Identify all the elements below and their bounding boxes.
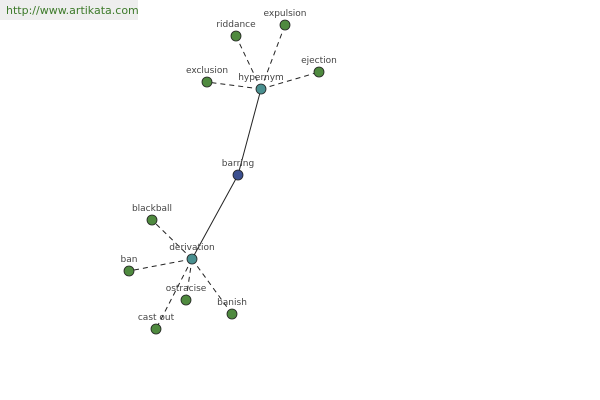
- node-label: cast out: [138, 313, 175, 323]
- edge: [260, 24, 286, 90]
- node: [186, 253, 198, 265]
- edge: [191, 258, 233, 315]
- node: [313, 66, 325, 78]
- node-label: blackball: [132, 204, 172, 214]
- node: [230, 30, 242, 42]
- node-label: banish: [217, 298, 247, 308]
- edge: [128, 258, 193, 272]
- edge: [237, 88, 262, 176]
- header-bar: http://www.artikata.com: [0, 0, 139, 20]
- node-label: ejection: [301, 56, 337, 66]
- site-link[interactable]: http://www.artikata.com: [6, 4, 139, 17]
- node-label: riddance: [216, 20, 256, 30]
- node: [180, 294, 192, 306]
- edge: [151, 219, 193, 260]
- node-label: hypernym: [238, 73, 284, 83]
- node: [255, 83, 267, 95]
- edge: [235, 35, 262, 90]
- node: [226, 308, 238, 320]
- edge: [185, 258, 193, 301]
- node: [201, 76, 213, 88]
- node-label: derivation: [169, 243, 215, 253]
- node-label: ostracise: [166, 284, 207, 294]
- node-label: expulsion: [263, 9, 306, 19]
- node: [279, 19, 291, 31]
- node-label: exclusion: [186, 66, 228, 76]
- node: [146, 214, 158, 226]
- node-label: ban: [121, 255, 138, 265]
- node: [123, 265, 135, 277]
- edge: [191, 174, 239, 260]
- edge: [260, 71, 320, 90]
- node: [150, 323, 162, 335]
- node: [232, 169, 244, 181]
- node-label: barring: [222, 159, 254, 169]
- edge: [155, 258, 193, 330]
- edge: [206, 81, 262, 90]
